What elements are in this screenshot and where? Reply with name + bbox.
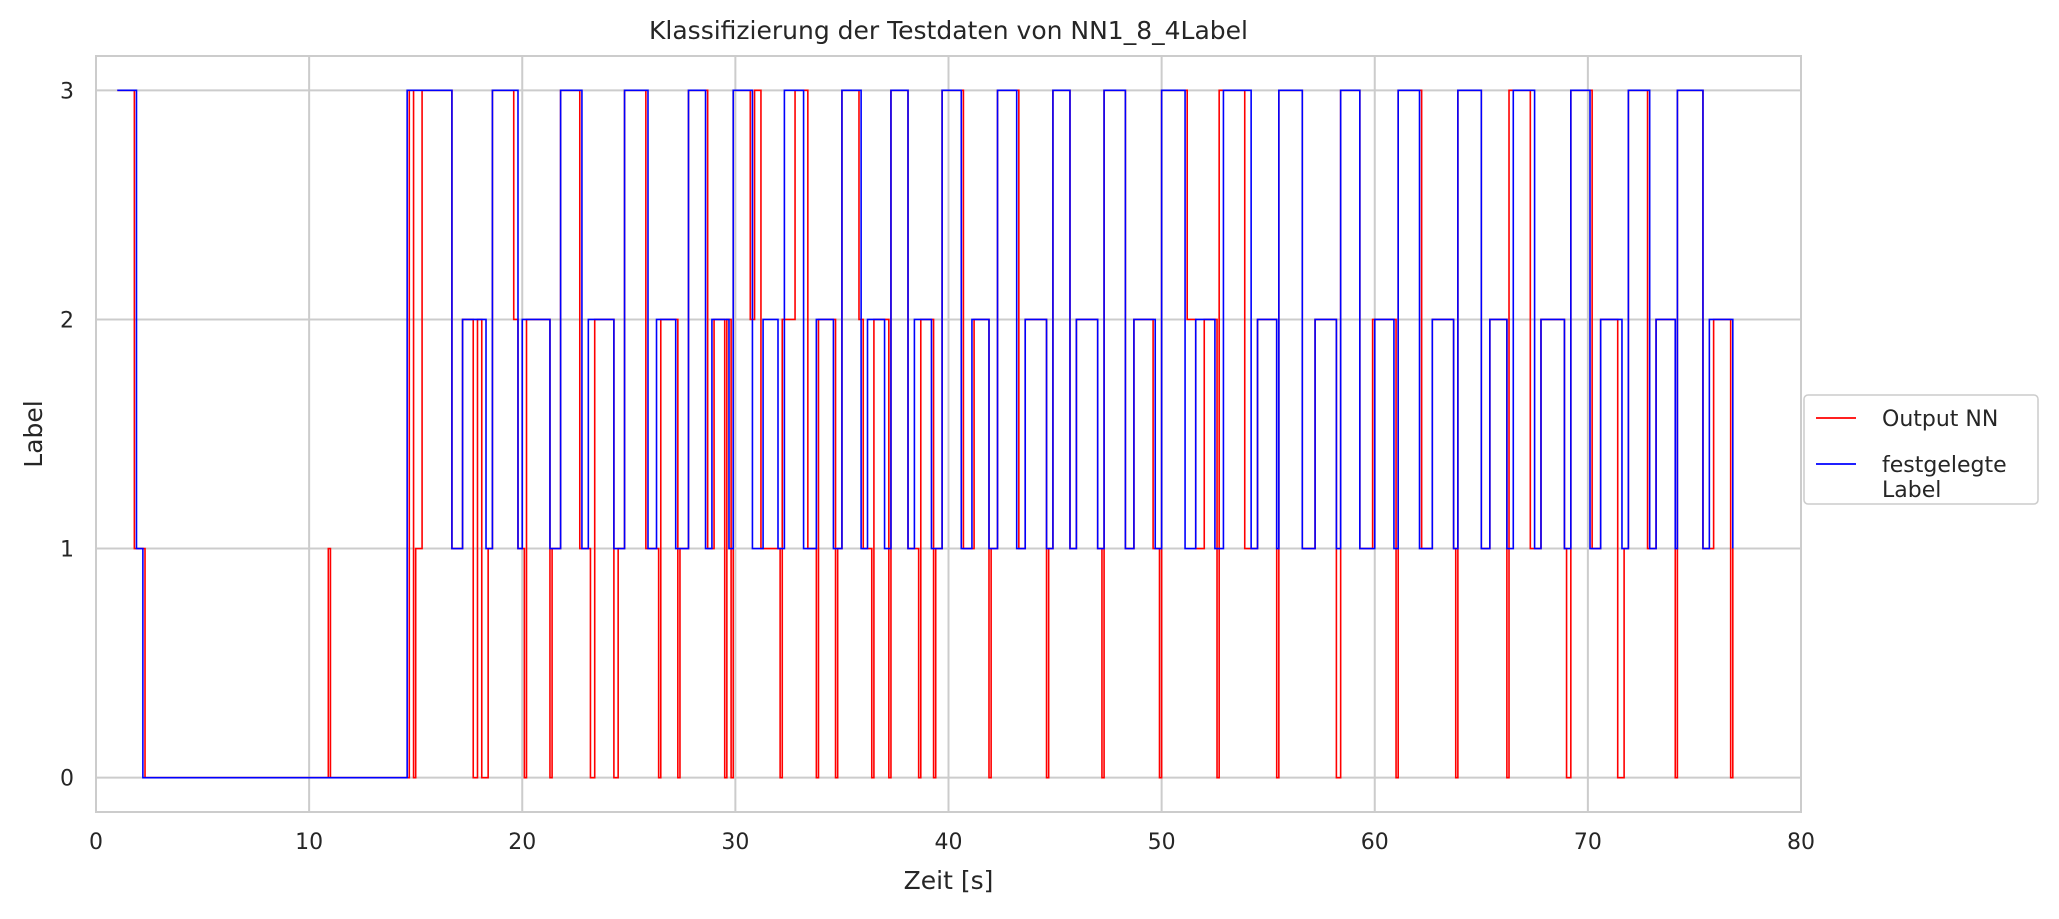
y-tick-label: 2 xyxy=(60,308,74,333)
y-tick-label: 1 xyxy=(60,538,74,563)
y-axis-label: Label xyxy=(19,400,48,467)
tick-labels: 0 10 20 30 40 50 60 70 80 0 1 2 3 xyxy=(60,79,1815,855)
x-tick-label: 80 xyxy=(1787,830,1815,855)
x-tick-label: 70 xyxy=(1574,830,1602,855)
legend-label-1: festgelegte Label xyxy=(1882,453,2007,503)
x-tick-label: 30 xyxy=(721,830,749,855)
legend: Output NN festgelegte Label xyxy=(1803,394,2039,505)
x-tick-label: 0 xyxy=(89,830,103,855)
x-axis-label: Zeit [s] xyxy=(904,866,994,895)
x-tick-label: 10 xyxy=(295,830,323,855)
x-tick-label: 50 xyxy=(1148,830,1176,855)
y-tick-label: 3 xyxy=(60,79,74,104)
chart-title: Klassifizierung der Testdaten von NN1_8_… xyxy=(649,16,1248,45)
plot-frame xyxy=(95,55,1802,813)
series-line-1 xyxy=(117,89,1734,779)
x-tick-label: 20 xyxy=(508,830,536,855)
legend-box xyxy=(1803,394,2039,505)
y-tick-label: 0 xyxy=(60,767,74,792)
x-tick-label: 60 xyxy=(1361,830,1389,855)
legend-label-0: Output NN xyxy=(1882,407,1998,432)
x-tick-label: 40 xyxy=(935,830,963,855)
plot-series xyxy=(117,89,1734,779)
